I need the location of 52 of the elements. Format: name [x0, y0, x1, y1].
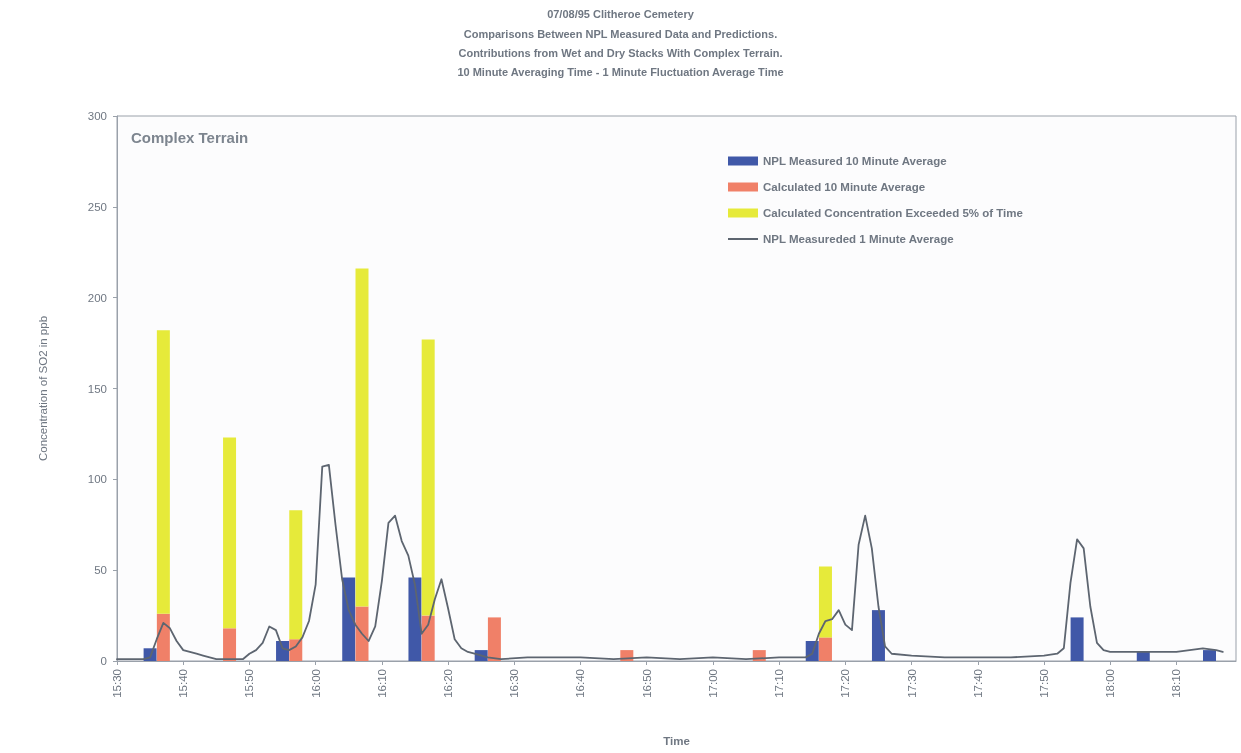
bar [342, 577, 356, 661]
x-tick-label: 15:50 [243, 669, 256, 698]
bar [1203, 650, 1216, 661]
bar [818, 637, 832, 661]
bar [355, 606, 369, 661]
y-tick-label: 200 [87, 291, 107, 304]
legend-label: NPL Measureded 1 Minute Average [763, 233, 954, 245]
x-tick-label: 17:50 [1037, 669, 1050, 698]
x-tick-label: 16:20 [442, 669, 455, 698]
legend-label: Calculated 10 Minute Average [763, 181, 926, 193]
x-tick-label: 15:40 [177, 669, 190, 698]
bar [223, 628, 237, 661]
legend-label: Calculated Concentration Exceeded 5% of Time [763, 207, 1023, 219]
y-tick-label: 0 [100, 655, 107, 667]
bar [421, 615, 435, 661]
x-axis-title: Time [663, 735, 690, 747]
bar [408, 577, 422, 661]
x-tick-label: 16:30 [508, 669, 521, 698]
y-axis-title: Concentration of SO2 in ppb [37, 315, 49, 462]
x-tick-label: 17:40 [971, 669, 984, 698]
bar [1070, 617, 1084, 661]
bar [156, 330, 170, 614]
bar [487, 617, 501, 661]
x-tick-label: 18:10 [1170, 669, 1183, 698]
x-tick-label: 17:20 [839, 669, 852, 698]
bar [871, 610, 885, 661]
line-series [116, 463, 1224, 661]
chart-title: 07/08/95 Clitheroe Cemetery [547, 7, 695, 20]
x-tick-label: 16:10 [375, 669, 388, 698]
y-tick-label: 250 [87, 200, 107, 213]
annotation: Complex Terrain [131, 129, 249, 146]
x-tick-label: 17:00 [706, 669, 719, 698]
x-tick-label: 18:00 [1104, 669, 1117, 698]
bar [289, 510, 303, 640]
bar [223, 437, 237, 629]
x-tick-label: 16:50 [640, 669, 653, 698]
x-tick-label: 15:30 [111, 669, 123, 698]
legend-label: NPL Measured 10 Minute Average [763, 155, 947, 167]
y-tick-label: 300 [87, 110, 107, 122]
bar [355, 268, 369, 607]
bar [421, 339, 435, 616]
y-tick-label: 50 [94, 564, 107, 577]
bar [276, 641, 290, 661]
chart-subtitle: Comparisons Between NPL Measured Data and Predictions. Contributions from Wet and Dry Stacks With Complex Terrain. 10 Minute Averaging Time - 1 Minute Fluctuation Average Time [457, 27, 784, 78]
y-tick-label: 150 [87, 382, 107, 395]
x-tick-label: 16:00 [309, 669, 322, 698]
bar [818, 566, 832, 638]
y-tick-label: 100 [87, 473, 107, 486]
x-tick-label: 17:10 [773, 669, 786, 698]
bar [156, 613, 170, 661]
x-tick-label: 17:30 [905, 669, 918, 698]
x-tick-label: 16:40 [574, 669, 587, 698]
